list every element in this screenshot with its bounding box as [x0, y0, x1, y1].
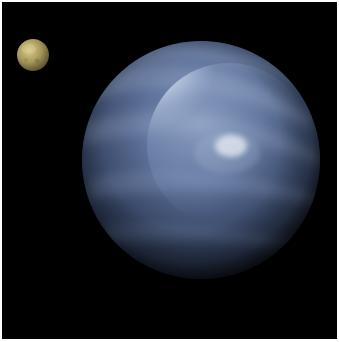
- blue-gas-giant-icon: [82, 41, 320, 279]
- image-frame: [2, 2, 337, 339]
- space-scene: [2, 2, 337, 339]
- tan-moon-icon: [17, 39, 49, 71]
